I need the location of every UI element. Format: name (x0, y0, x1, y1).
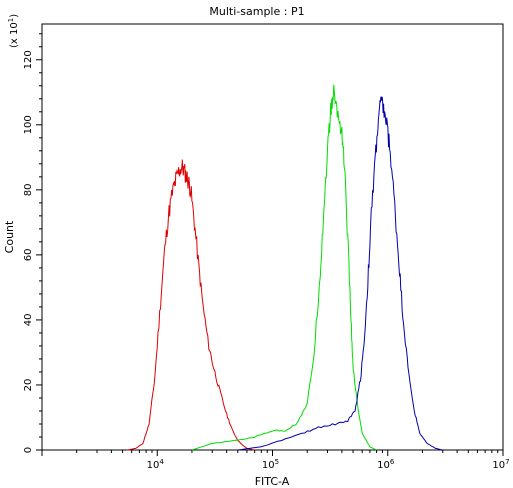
y-axis-label: Count (3, 220, 16, 253)
y-tick-label: 40 (23, 314, 34, 327)
x-tick-label: 107 (492, 458, 509, 471)
series-layer (127, 84, 443, 451)
histogram-series-2 (191, 84, 377, 451)
histogram-series-1 (127, 159, 255, 451)
x-axis-label: FITC-A (255, 475, 290, 488)
x-tick-exponent: 4 (159, 458, 164, 466)
x-tick-label: 104 (147, 458, 165, 471)
x-tick-exponent: 7 (505, 458, 509, 466)
y-multiplier-exponent: 1 (7, 18, 15, 22)
x-tick-exponent: 5 (275, 458, 279, 466)
y-axis-multiplier: (x 101) (7, 14, 20, 48)
x-tick-exponent: 6 (390, 458, 395, 466)
y-multiplier-close: ) (9, 14, 20, 18)
y-tick-label: 100 (23, 115, 34, 134)
y-tick-label: 120 (23, 50, 34, 69)
y-axis-ticks: 0 20 40 60 80 100 120 (23, 33, 42, 453)
y-tick-label: 80 (23, 183, 34, 196)
x-tick-base: 10 (147, 460, 160, 471)
x-axis-ticks: 104 105 106 107 (41, 450, 510, 471)
x-tick-base: 10 (492, 460, 505, 471)
x-tick-label: 106 (377, 458, 395, 471)
x-tick-base: 10 (377, 460, 390, 471)
y-multiplier-base: (x 10 (9, 22, 20, 48)
x-tick-base: 10 (262, 460, 275, 471)
y-tick-label: 0 (23, 447, 34, 453)
x-tick-label: 105 (262, 458, 279, 471)
y-tick-label: 20 (23, 379, 34, 392)
chart-title: Multi-sample : P1 (209, 5, 304, 18)
histogram-series-3 (237, 96, 443, 451)
y-tick-label: 60 (23, 249, 34, 262)
